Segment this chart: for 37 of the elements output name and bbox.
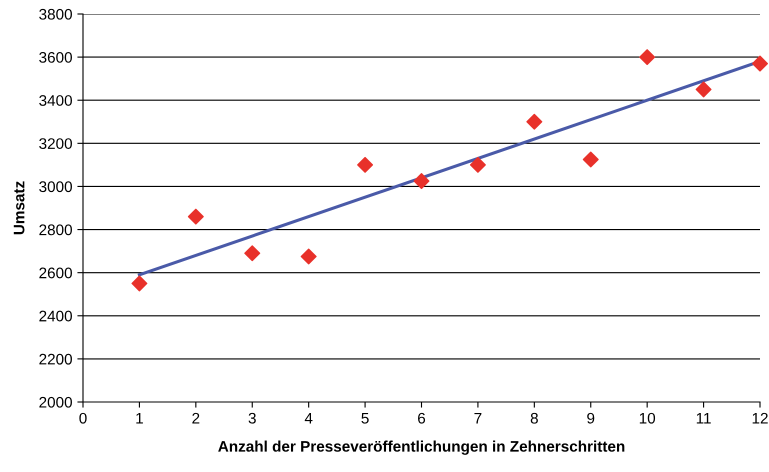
x-tick-label: 6 <box>418 412 426 424</box>
x-tick-label: 4 <box>304 412 312 424</box>
point <box>244 245 260 262</box>
y-tick-label: 3400 <box>39 95 72 106</box>
x-tick-label: 5 <box>361 412 369 424</box>
y-tick-label: 3200 <box>39 138 72 150</box>
x-tick-label: 8 <box>530 412 538 424</box>
x-tick-label: 0 <box>79 412 87 424</box>
point <box>639 49 656 66</box>
x-tick-label: 1 <box>136 412 143 424</box>
x-tick-label: 7 <box>474 412 482 424</box>
x-tick-label: 9 <box>587 412 594 424</box>
x-tick-label: 3 <box>248 412 256 424</box>
point <box>414 173 430 190</box>
y-tick-label: 3000 <box>39 181 72 192</box>
point <box>357 156 374 173</box>
point <box>696 81 712 98</box>
x-tick-label: 10 <box>640 412 656 424</box>
point <box>752 56 768 72</box>
y-tick-label: 2400 <box>39 310 72 322</box>
point <box>188 208 204 225</box>
y-tick-label: 3600 <box>39 52 72 63</box>
point <box>582 152 599 168</box>
point <box>526 114 542 130</box>
x-tick-label: 2 <box>192 412 200 424</box>
y-axis-title: Umsatz <box>14 181 24 234</box>
point <box>470 156 486 173</box>
point <box>131 275 148 292</box>
y-tick-label: 2800 <box>39 224 72 236</box>
x-axis-title: Anzahl der Presseveröffentlichungen in Zehnerschritten <box>218 440 624 455</box>
y-tick-label: 2200 <box>39 354 72 365</box>
x-tick-label: 11 <box>696 412 711 424</box>
y-tick-label: 3800 <box>39 8 72 20</box>
y-tick-label: 2600 <box>39 268 72 278</box>
point <box>300 248 317 264</box>
y-tick-label: 2000 <box>39 396 72 408</box>
x-tick-label: 12 <box>752 412 768 424</box>
